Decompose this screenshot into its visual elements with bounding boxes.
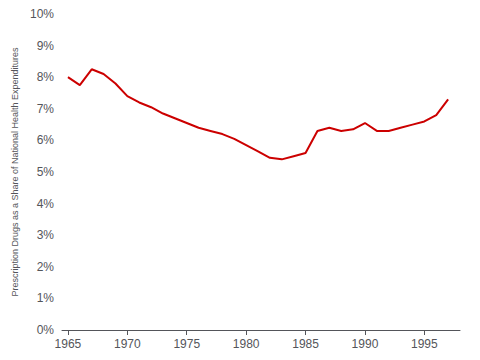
svg-text:4%: 4% xyxy=(37,197,55,211)
svg-text:1975: 1975 xyxy=(173,337,200,351)
svg-text:9%: 9% xyxy=(37,39,55,53)
svg-text:6%: 6% xyxy=(37,133,55,147)
svg-text:7%: 7% xyxy=(37,102,55,116)
svg-text:0%: 0% xyxy=(37,323,55,337)
svg-text:Prescription Drugs as a Share: Prescription Drugs as a Share of Nationa… xyxy=(10,47,20,297)
svg-text:1970: 1970 xyxy=(114,337,141,351)
svg-text:1%: 1% xyxy=(37,291,55,305)
svg-text:3%: 3% xyxy=(37,228,55,242)
svg-text:1990: 1990 xyxy=(352,337,379,351)
svg-text:8%: 8% xyxy=(37,70,55,84)
svg-text:5%: 5% xyxy=(37,165,55,179)
svg-text:1980: 1980 xyxy=(233,337,260,351)
svg-text:1995: 1995 xyxy=(411,337,438,351)
svg-text:2%: 2% xyxy=(37,260,55,274)
svg-text:1965: 1965 xyxy=(55,337,82,351)
svg-text:10%: 10% xyxy=(30,7,54,21)
svg-text:1985: 1985 xyxy=(292,337,319,351)
